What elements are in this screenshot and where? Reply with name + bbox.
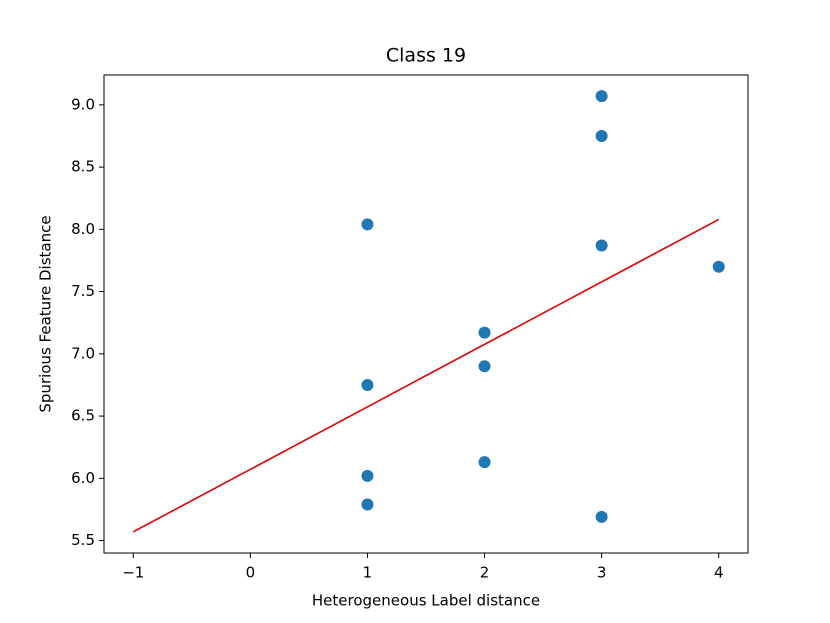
scatter-point [478,360,491,373]
scatter-point [595,129,608,142]
scatter-point [595,239,608,252]
scatter-point [595,90,608,103]
scatter-point [712,260,725,273]
x-tick-label: 4 [714,564,724,582]
x-tick-label: 0 [246,564,256,582]
scatter-point [478,456,491,469]
scatter-point [361,378,374,391]
chart-title: Class 19 [386,45,466,67]
y-tick-label: 5.5 [71,531,95,549]
scatter-point [361,498,374,511]
x-tick-label: 3 [597,564,607,582]
x-tick-label: 2 [480,564,490,582]
y-tick-label: 6.0 [71,469,95,487]
y-tick-label: 8.5 [71,158,95,176]
x-tick-label: 1 [363,564,373,582]
y-tick-label: 9.0 [71,95,95,113]
scatter-point [361,469,374,482]
plot-frame [103,74,749,554]
x-axis-label: Heterogeneous Label distance [312,592,540,610]
y-axis-label: Spurious Feature Distance [37,215,55,412]
y-tick-label: 8.0 [71,220,95,238]
y-tick-label: 6.5 [71,407,95,425]
scatter-point [361,218,374,231]
fit-line [132,218,720,533]
scatter-point [478,326,491,339]
y-tick-label: 7.5 [71,282,95,300]
scatter-point [595,510,608,523]
x-tick-label: −1 [122,564,144,582]
y-tick-label: 7.0 [71,344,95,362]
